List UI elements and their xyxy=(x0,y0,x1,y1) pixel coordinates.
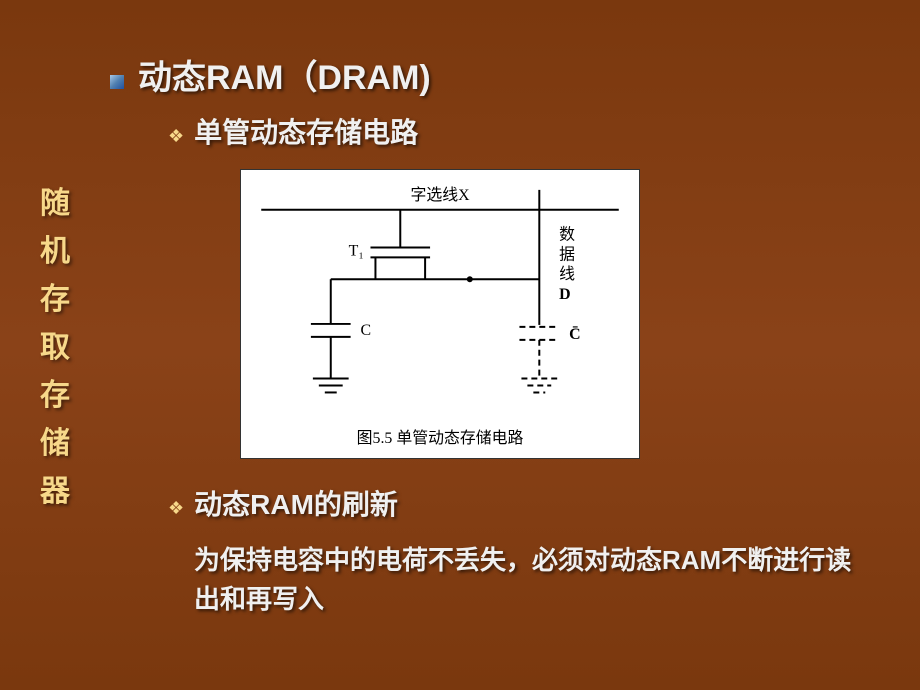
diamond-bullet-icon: ❖ xyxy=(168,498,184,519)
main-title-row: 动态RAM（DRAM) xyxy=(110,50,860,99)
dataline-label-4: D xyxy=(559,286,570,303)
dataline-label-1: 数 xyxy=(559,226,575,244)
cap2-label: C̄ xyxy=(569,324,580,343)
sidebar-char: 器 xyxy=(40,468,70,516)
body-text: 为保持电容中的电荷不丢失，必须对动态RAM不断进行读出和再写入 xyxy=(194,541,860,619)
subtitle1-row: ❖ 单管动态存储电路 xyxy=(168,111,860,151)
content-area: 动态RAM（DRAM) ❖ 单管动态存储电路 字选线X T₁ xyxy=(110,50,860,619)
circuit-diagram: 字选线X T₁ C xyxy=(240,169,640,459)
sidebar-char: 存 xyxy=(40,276,70,324)
subtitle1: 单管动态存储电路 xyxy=(194,111,418,151)
dataline-label-3: 线 xyxy=(559,265,575,283)
wordline-label: 字选线X xyxy=(410,186,470,204)
sidebar-char: 机 xyxy=(40,228,70,276)
sidebar-title: 随 机 存 取 存 储 器 xyxy=(40,180,70,516)
transistor-label: T₁ xyxy=(349,242,364,259)
diagram-caption: 图5.5 单管动态存储电路 xyxy=(357,429,524,447)
subtitle2-row: ❖ 动态RAM的刷新 xyxy=(168,483,860,523)
square-bullet-icon xyxy=(110,75,124,89)
sidebar-char: 储 xyxy=(40,420,70,468)
circuit-svg: 字选线X T₁ C xyxy=(241,170,639,458)
main-title: 动态RAM（DRAM) xyxy=(138,50,431,99)
junction-dot-icon xyxy=(467,276,473,282)
sidebar-char: 取 xyxy=(40,324,70,372)
diamond-bullet-icon: ❖ xyxy=(168,126,184,147)
dataline-label-2: 据 xyxy=(559,245,575,263)
cap1-label: C xyxy=(361,322,372,339)
slide: 随 机 存 取 存 储 器 动态RAM（DRAM) ❖ 单管动态存储电路 字选线… xyxy=(0,0,920,690)
subtitle2: 动态RAM的刷新 xyxy=(194,483,398,523)
sidebar-char: 存 xyxy=(40,372,70,420)
sidebar-char: 随 xyxy=(40,180,70,228)
